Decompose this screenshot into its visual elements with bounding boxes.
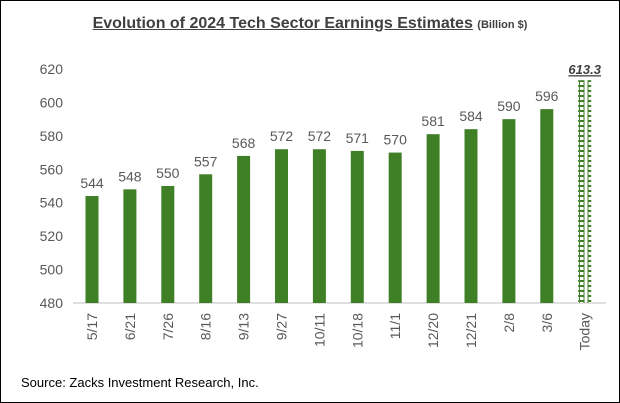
bar	[199, 174, 213, 303]
x-tick-label: 10/11	[311, 313, 327, 347]
y-tick-label: 480	[40, 295, 64, 311]
y-tick-label: 600	[40, 94, 64, 110]
data-label: 557	[194, 153, 218, 169]
bar	[388, 152, 402, 303]
bar	[502, 119, 516, 304]
chart-title-text: Evolution of 2024 Tech Sector Earnings E…	[92, 15, 473, 32]
data-label: 572	[270, 128, 294, 144]
bar	[540, 109, 554, 303]
x-tick-label: 12/21	[463, 313, 479, 348]
bar	[426, 134, 440, 303]
data-label: 568	[232, 135, 256, 151]
bar	[312, 149, 326, 303]
data-label: 570	[384, 132, 408, 148]
y-tick-label: 520	[40, 228, 64, 244]
x-tick-label: 10/18	[349, 313, 365, 348]
data-label: 596	[535, 88, 559, 104]
x-tick-label: 9/13	[236, 313, 252, 340]
x-tick-label: 7/26	[160, 313, 176, 340]
bar	[350, 150, 364, 303]
source-note: Source: Zacks Investment Research, Inc.	[21, 375, 259, 390]
x-tick-label: 8/16	[198, 313, 214, 340]
y-tick-label: 540	[40, 195, 64, 211]
data-label: 548	[118, 168, 142, 184]
data-label: 544	[80, 175, 104, 191]
x-tick-label: 11/1	[387, 313, 403, 339]
y-tick-label: 580	[40, 128, 64, 144]
bar	[464, 129, 478, 303]
x-tick-label: 6/21	[122, 313, 138, 340]
data-label-today: 613.3	[568, 62, 601, 77]
bar	[85, 196, 99, 303]
data-label: 571	[346, 130, 370, 146]
bar	[275, 149, 288, 303]
y-tick-label: 500	[40, 262, 64, 278]
data-label: 590	[497, 98, 521, 114]
y-tick-label: 560	[40, 161, 64, 177]
x-tick-label: Today	[577, 313, 593, 350]
data-label: 584	[459, 108, 483, 124]
x-tick-label: 5/17	[84, 313, 100, 340]
x-tick-label: 9/27	[274, 313, 290, 340]
bar	[161, 186, 175, 303]
bar	[237, 155, 251, 303]
bar	[123, 189, 137, 303]
x-tick-label: 2/8	[501, 313, 517, 333]
chart-title-unit: (Billion $)	[477, 19, 528, 31]
data-label: 550	[156, 165, 180, 181]
x-tick-label: 3/6	[539, 313, 555, 333]
bar-today	[578, 80, 592, 303]
data-label: 572	[308, 128, 332, 144]
x-tick-label: 12/20	[425, 313, 441, 348]
y-tick-label: 620	[40, 61, 64, 77]
chart-title: Evolution of 2024 Tech Sector Earnings E…	[1, 15, 619, 33]
data-label: 581	[421, 113, 445, 129]
